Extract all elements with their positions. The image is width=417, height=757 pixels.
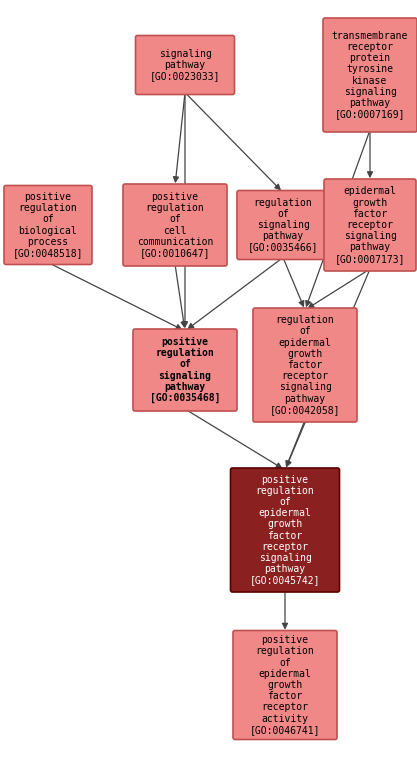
Text: regulation
of
epidermal
growth
factor
receptor
signaling
pathway
[GO:0042058]: regulation of epidermal growth factor re… <box>270 315 340 415</box>
FancyBboxPatch shape <box>253 308 357 422</box>
FancyBboxPatch shape <box>323 18 417 132</box>
Text: regulation
of
signaling
pathway
[GO:0035466]: regulation of signaling pathway [GO:0035… <box>248 198 318 252</box>
FancyBboxPatch shape <box>324 179 416 271</box>
FancyBboxPatch shape <box>123 184 227 266</box>
Text: positive
regulation
of
epidermal
growth
factor
receptor
signaling
pathway
[GO:00: positive regulation of epidermal growth … <box>250 475 320 585</box>
Text: transmembrane
receptor
protein
tyrosine
kinase
signaling
pathway
[GO:0007169]: transmembrane receptor protein tyrosine … <box>332 31 408 119</box>
FancyBboxPatch shape <box>4 185 92 264</box>
FancyBboxPatch shape <box>133 329 237 411</box>
FancyBboxPatch shape <box>237 191 329 260</box>
Text: epidermal
growth
factor
receptor
signaling
pathway
[GO:0007173]: epidermal growth factor receptor signali… <box>335 186 405 263</box>
Text: positive
regulation
of
epidermal
growth
factor
receptor
activity
[GO:0046741]: positive regulation of epidermal growth … <box>250 635 320 735</box>
FancyBboxPatch shape <box>231 468 339 592</box>
Text: signaling
pathway
[GO:0023033]: signaling pathway [GO:0023033] <box>150 48 220 81</box>
Text: positive
regulation
of
biological
process
[GO:0048518]: positive regulation of biological proces… <box>13 192 83 258</box>
FancyBboxPatch shape <box>233 631 337 740</box>
Text: positive
regulation
of
cell
communication
[GO:0010647]: positive regulation of cell communicatio… <box>137 192 213 258</box>
Text: positive
regulation
of
signaling
pathway
[GO:0035468]: positive regulation of signaling pathway… <box>150 337 220 403</box>
FancyBboxPatch shape <box>136 36 234 95</box>
